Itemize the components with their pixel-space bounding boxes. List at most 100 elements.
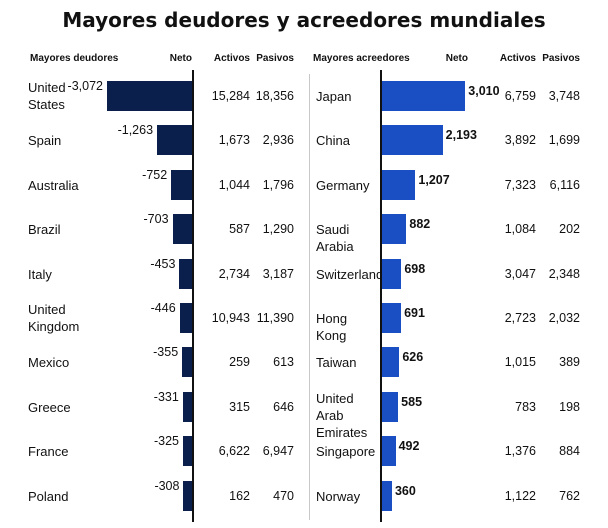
debtor-country-label: United Kingdom bbox=[28, 302, 80, 334]
debtor-neto-label: -446 bbox=[150, 301, 176, 315]
creditor-country-label: United Arab Emirates bbox=[316, 390, 368, 440]
creditor-neto-bar bbox=[382, 347, 400, 378]
creditor-pasivos-value: 1,699 bbox=[548, 133, 580, 148]
debtor-neto-label: -1,263 bbox=[117, 123, 154, 138]
creditor-activos-value: 3,047 bbox=[504, 266, 536, 281]
creditor-country-label: Singapore bbox=[316, 444, 376, 460]
debtor-pasivos-value: 11,390 bbox=[256, 311, 294, 325]
creditor-neto-label: 492 bbox=[398, 439, 420, 454]
debtor-country-label: Poland bbox=[28, 488, 69, 504]
creditor-activos-value: 1,122 bbox=[504, 488, 536, 503]
header-debtors-neto: Neto bbox=[169, 53, 192, 64]
creditor-pasivos-value: 2,348 bbox=[548, 266, 580, 281]
debtor-country-label: Spain bbox=[28, 133, 62, 149]
creditor-neto-label: 1,207 bbox=[418, 172, 450, 187]
creditor-country-label: Taiwan bbox=[316, 355, 357, 371]
debtor-neto-label: -453 bbox=[150, 256, 176, 271]
debtor-activos-value: 587 bbox=[229, 222, 250, 237]
debtor-neto-label: -308 bbox=[154, 478, 180, 493]
creditor-pasivos-value: 884 bbox=[559, 444, 580, 459]
creditor-country-label: China bbox=[316, 133, 350, 149]
creditor-country-label: Norway bbox=[316, 488, 361, 504]
chart-title: Mayores deudores y acreedores mundiales bbox=[62, 8, 546, 32]
debtor-activos-value: 259 bbox=[229, 355, 250, 370]
creditor-neto-label: 2,193 bbox=[445, 128, 477, 143]
header-debtors-pasivos: Pasivos bbox=[256, 53, 294, 64]
debtor-neto-bar bbox=[183, 436, 192, 467]
debtor-neto-label: -752 bbox=[142, 167, 168, 182]
creditor-country-label: Hong Kong bbox=[316, 311, 348, 343]
debtor-pasivos-value: 2,936 bbox=[262, 133, 294, 148]
debtor-country-label: Italy bbox=[28, 266, 52, 282]
debtor-activos-value: 15,284 bbox=[211, 89, 250, 103]
creditor-activos-value: 783 bbox=[515, 399, 536, 414]
creditor-pasivos-value: 6,116 bbox=[549, 177, 580, 192]
creditor-neto-bar bbox=[382, 125, 443, 156]
creditor-activos-value: 2,723 bbox=[504, 311, 536, 325]
debtor-activos-value: 10,943 bbox=[211, 311, 250, 325]
debtor-country-label: Mexico bbox=[28, 355, 70, 371]
creditor-neto-label: 585 bbox=[401, 394, 423, 409]
debtor-neto-bar bbox=[179, 303, 192, 333]
creditor-activos-value: 1,376 bbox=[504, 444, 536, 459]
debtor-activos-value: 6,622 bbox=[218, 444, 250, 459]
creditor-pasivos-value: 2,032 bbox=[548, 311, 580, 325]
creditor-activos-value: 7,323 bbox=[504, 177, 536, 192]
header-creditors-neto: Neto bbox=[445, 53, 468, 64]
debtor-pasivos-value: 646 bbox=[273, 399, 294, 414]
debtor-country-label: United States bbox=[28, 80, 66, 112]
debtor-country-label: France bbox=[28, 444, 69, 460]
creditor-activos-value: 1,015 bbox=[504, 355, 536, 370]
creditor-country-label: Germany bbox=[316, 177, 370, 193]
debtor-neto-label: -331 bbox=[153, 389, 179, 404]
debtor-activos-value: 2,734 bbox=[218, 266, 250, 281]
creditor-activos-value: 1,084 bbox=[504, 222, 536, 237]
debtor-activos-value: 1,044 bbox=[218, 177, 250, 192]
creditor-activos-value: 3,892 bbox=[504, 133, 536, 148]
debtor-neto-label: -3,072 bbox=[67, 79, 103, 93]
creditors-zero-axis bbox=[380, 70, 382, 522]
debtor-pasivos-value: 1,290 bbox=[262, 222, 294, 237]
debtor-neto-bar bbox=[157, 125, 192, 156]
debtor-pasivos-value: 470 bbox=[273, 488, 294, 503]
debtor-pasivos-value: 613 bbox=[273, 355, 294, 370]
debtor-neto-bar bbox=[183, 480, 192, 511]
header-creditors-pasivos: Pasivos bbox=[542, 53, 580, 64]
creditor-country-label: Saudi Arabia bbox=[316, 222, 354, 255]
debtor-country-label: Australia bbox=[28, 177, 79, 193]
debtor-pasivos-value: 18,356 bbox=[255, 89, 294, 103]
creditor-neto-label: 698 bbox=[404, 261, 426, 276]
creditor-country-label: Japan bbox=[316, 89, 352, 104]
creditor-neto-bar bbox=[382, 480, 392, 511]
debtor-neto-label: -325 bbox=[153, 434, 179, 449]
header-creditors: Mayores acreedores bbox=[313, 53, 410, 64]
debtor-neto-label: -355 bbox=[153, 345, 179, 360]
debtor-country-label: Greece bbox=[28, 399, 71, 415]
creditor-neto-bar bbox=[382, 169, 416, 200]
creditor-neto-bar bbox=[382, 214, 407, 245]
debtor-activos-value: 162 bbox=[229, 488, 250, 503]
creditor-neto-bar bbox=[382, 81, 466, 111]
header-debtors-activos: Activos bbox=[213, 53, 250, 64]
header-debtors: Mayores deudores bbox=[30, 53, 119, 64]
debtors-zero-axis bbox=[192, 70, 194, 522]
header-creditors-activos: Activos bbox=[499, 53, 536, 64]
creditor-neto-label: 626 bbox=[402, 350, 424, 365]
creditor-country-label: Switzerland bbox=[316, 266, 384, 282]
creditor-neto-bar bbox=[382, 303, 402, 333]
creditor-neto-label: 3,010 bbox=[468, 84, 500, 98]
debtor-country-label: Brazil bbox=[28, 222, 61, 238]
creditor-neto-label: 360 bbox=[394, 483, 416, 498]
debtor-neto-bar bbox=[182, 347, 192, 378]
debtor-neto-bar bbox=[171, 169, 192, 200]
creditor-neto-label: 691 bbox=[404, 306, 425, 320]
creditor-neto-bar bbox=[382, 258, 402, 289]
creditor-pasivos-value: 762 bbox=[559, 488, 580, 503]
debtor-neto-bar bbox=[182, 391, 192, 422]
creditor-activos-value: 6,759 bbox=[504, 89, 536, 103]
debtor-activos-value: 315 bbox=[229, 399, 250, 414]
debtor-pasivos-value: 1,796 bbox=[262, 177, 294, 192]
creditor-pasivos-value: 3,748 bbox=[548, 89, 580, 103]
debtor-neto-bar bbox=[179, 258, 192, 289]
creditor-pasivos-value: 202 bbox=[559, 222, 580, 237]
